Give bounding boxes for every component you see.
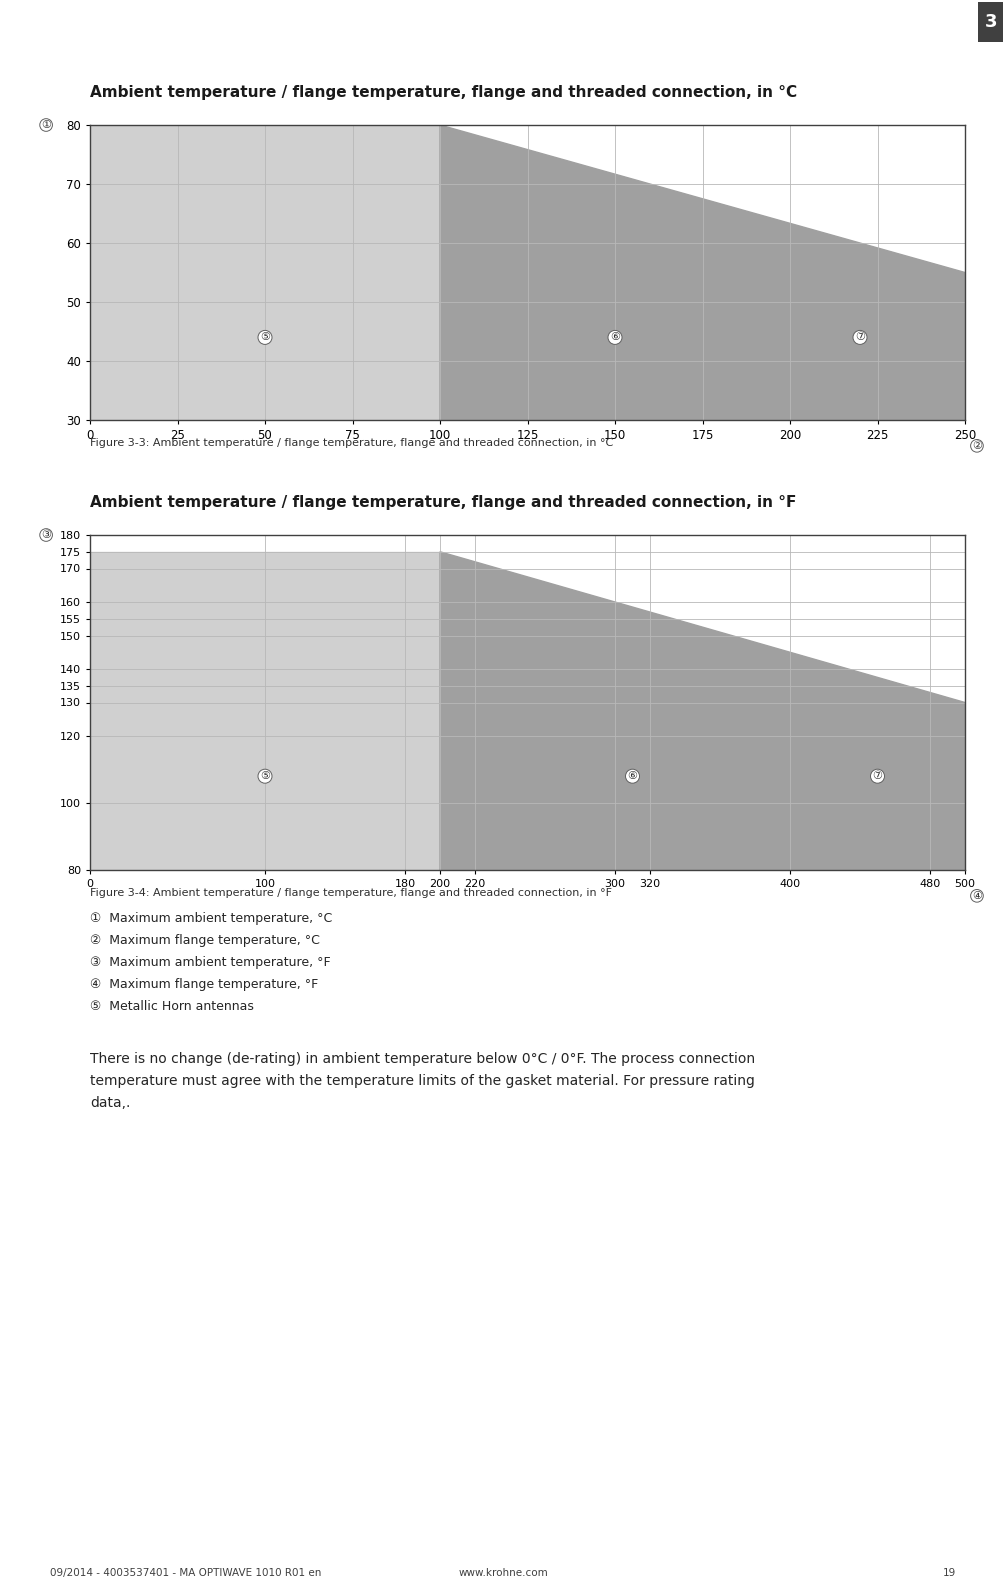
- Text: Figure 3-4: Ambient temperature / flange temperature, flange and threaded connec: Figure 3-4: Ambient temperature / flange…: [90, 888, 612, 897]
- Text: ④: ④: [972, 891, 982, 901]
- Text: ③: ③: [41, 530, 51, 539]
- Text: data,.: data,.: [90, 1096, 131, 1111]
- Text: www.krohne.com: www.krohne.com: [458, 1569, 548, 1578]
- Text: 3: 3: [985, 13, 997, 32]
- Text: ②  Maximum flange temperature, °C: ② Maximum flange temperature, °C: [90, 934, 320, 947]
- Text: ⑦: ⑦: [855, 333, 865, 342]
- FancyBboxPatch shape: [978, 2, 1003, 43]
- Text: ⑥: ⑥: [610, 333, 620, 342]
- Text: ①: ①: [41, 119, 51, 130]
- Text: ②: ②: [972, 441, 982, 450]
- Text: ⑤: ⑤: [260, 772, 270, 781]
- Text: ⑥: ⑥: [628, 772, 638, 781]
- Text: Ambient temperature / flange temperature, flange and threaded connection, in °C: Ambient temperature / flange temperature…: [90, 84, 797, 100]
- Text: INSTALLATION: INSTALLATION: [832, 13, 976, 32]
- Polygon shape: [90, 552, 440, 870]
- Text: OPTIWAVE 1010: OPTIWAVE 1010: [8, 16, 121, 29]
- Polygon shape: [440, 552, 965, 870]
- Text: Figure 3-3: Ambient temperature / flange temperature, flange and threaded connec: Figure 3-3: Ambient temperature / flange…: [90, 438, 614, 449]
- Text: ⑤  Metallic Horn antennas: ⑤ Metallic Horn antennas: [90, 1001, 254, 1013]
- Text: Ambient temperature / flange temperature, flange and threaded connection, in °F: Ambient temperature / flange temperature…: [90, 495, 797, 511]
- Text: ①  Maximum ambient temperature, °C: ① Maximum ambient temperature, °C: [90, 912, 332, 924]
- Text: ③  Maximum ambient temperature, °F: ③ Maximum ambient temperature, °F: [90, 956, 331, 969]
- Text: ④  Maximum flange temperature, °F: ④ Maximum flange temperature, °F: [90, 978, 318, 991]
- Text: ⑦: ⑦: [872, 772, 882, 781]
- Polygon shape: [440, 126, 965, 420]
- Text: There is no change (de-rating) in ambient temperature below 0°C / 0°F. The proce: There is no change (de-rating) in ambien…: [90, 1052, 756, 1066]
- Text: 19: 19: [943, 1569, 956, 1578]
- Text: ⑤: ⑤: [260, 333, 270, 342]
- Text: temperature must agree with the temperature limits of the gasket material. For p: temperature must agree with the temperat…: [90, 1074, 754, 1088]
- Text: 09/2014 - 4003537401 - MA OPTIWAVE 1010 R01 en: 09/2014 - 4003537401 - MA OPTIWAVE 1010 …: [50, 1569, 322, 1578]
- Polygon shape: [90, 126, 440, 420]
